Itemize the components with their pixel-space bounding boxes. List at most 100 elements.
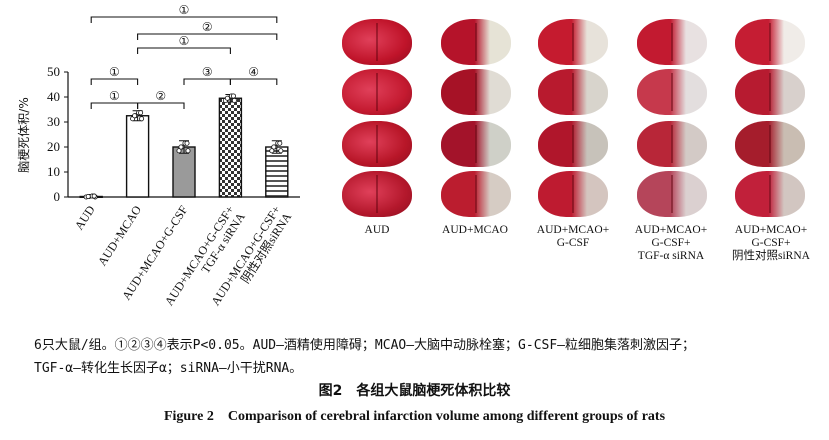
brain-section-image [342, 19, 412, 65]
y-axis-label: 脑梗死体积/% [16, 97, 31, 172]
brain-midline [376, 73, 378, 111]
x-tick-label-line: AUD [72, 203, 98, 233]
significance-bracket [90, 78, 139, 85]
brain-midline [671, 125, 673, 163]
significance-bracket [137, 33, 278, 40]
brain-midline [475, 175, 477, 213]
brain-midline [376, 175, 378, 213]
figure-notes-line-2: TGF-α—转化生长因子α；siRNA—小干扰RNA。 [34, 361, 303, 376]
brain-midline [572, 125, 574, 163]
photo-column-label-line: AUD+MCAO+ [734, 224, 808, 236]
significance-bracket [90, 102, 139, 109]
figure-caption-chinese: 图2 各组大鼠脑梗死体积比较 [318, 383, 511, 399]
brain-section-image [735, 19, 805, 65]
photo-column-label-line: AUD+MCAO+ [634, 224, 708, 236]
brain-midline [769, 23, 771, 61]
y-tick-label: 30 [47, 114, 60, 129]
photo-column-label-3: AUD+MCAO+ G-CSF [518, 224, 628, 250]
chart-axes: 0 10 20 30 40 50 [47, 64, 300, 204]
bar-4 [218, 97, 243, 198]
brain-midline [475, 125, 477, 163]
brain-section-image [637, 69, 707, 115]
photo-column-label-line: AUD+MCAO [442, 224, 508, 236]
brain-section-image [735, 121, 805, 167]
y-tick-label: 10 [47, 164, 60, 179]
brain-section-image [538, 19, 608, 65]
data-point [184, 140, 190, 146]
photo-column-label-5: AUD+MCAO+ G-CSF+ 阴性对照siRNA [716, 224, 826, 263]
significance-marker: ③ [202, 65, 213, 79]
figure-caption-english: Figure 2 Comparison of cerebral infarcti… [163, 409, 666, 424]
photo-column-label-line: G-CSF [556, 237, 590, 249]
brain-midline [475, 23, 477, 61]
brain-midline [475, 73, 477, 111]
bar-3 [172, 146, 196, 198]
photo-column-label-2: AUD+MCAO [420, 224, 530, 237]
x-tick-label-2: AUD+MCAO [95, 203, 144, 269]
significance-marker: ② [202, 20, 213, 34]
brain-section-image [441, 121, 511, 167]
brain-midline [769, 125, 771, 163]
data-point [230, 93, 236, 99]
data-point [138, 110, 144, 116]
significance-marker: ① [179, 3, 190, 17]
brain-midline [572, 23, 574, 61]
data-point [269, 148, 275, 154]
brain-section-image [441, 171, 511, 217]
brain-section-image [637, 121, 707, 167]
brain-section-image [637, 19, 707, 65]
significance-marker: ④ [248, 65, 259, 79]
data-point [278, 148, 284, 154]
x-tick-labels: AUDAUD+MCAOAUD+MCAO+G-CSFAUD+MCAO+G-CSF+… [72, 203, 295, 308]
brain-section-image [538, 69, 608, 115]
x-tick-label-1: AUD [72, 203, 98, 233]
brain-midline [671, 23, 673, 61]
figure-notes-line-1: 6只大鼠/组。①②③④表示P<0.05。AUD—酒精使用障碍；MCAO—大脑中动… [34, 338, 696, 353]
brain-section-image [735, 69, 805, 115]
photo-column-label-line: AUD [364, 224, 390, 236]
data-point [139, 116, 145, 122]
data-point [91, 193, 97, 199]
data-point [185, 148, 191, 154]
brain-section-image [342, 121, 412, 167]
data-point [132, 113, 138, 119]
brain-midline [769, 73, 771, 111]
brain-section-image [538, 171, 608, 217]
data-point [224, 95, 230, 101]
data-point [176, 148, 182, 154]
brain-midline [572, 175, 574, 213]
brain-section-image [342, 171, 412, 217]
significance-bracket [229, 78, 278, 85]
brain-midline [572, 73, 574, 111]
photo-column-label-line: G-CSF+ [651, 237, 691, 249]
chart-bars [79, 93, 289, 200]
photo-column-label-line: 阴性对照siRNA [732, 250, 810, 262]
photo-column-label-line: AUD+MCAO+ [536, 224, 610, 236]
significance-marker: ② [155, 89, 166, 103]
brain-section-image [538, 121, 608, 167]
significance-marker: ① [109, 65, 120, 79]
data-point [271, 144, 277, 150]
photo-column-label-line: TGF-α siRNA [637, 250, 705, 262]
data-point [231, 98, 237, 104]
data-point [178, 144, 184, 150]
significance-bracket [137, 102, 185, 109]
brain-section-image [342, 69, 412, 115]
significance-bracket [183, 78, 231, 85]
x-tick-label-line: AUD+MCAO [95, 203, 144, 269]
significance-marker: ① [109, 89, 120, 103]
data-point [277, 140, 283, 146]
significance-bracket [90, 16, 278, 23]
brain-midline [769, 175, 771, 213]
photo-column-label-4: AUD+MCAO+ G-CSF+ TGF-α siRNA [616, 224, 726, 263]
photo-column-label-1: AUD [322, 224, 432, 237]
brain-section-image [441, 19, 511, 65]
brain-section-image [637, 171, 707, 217]
significance-bracket [137, 47, 231, 54]
y-tick-label: 50 [47, 64, 60, 79]
y-tick-label: 40 [47, 89, 60, 104]
brain-midline [671, 73, 673, 111]
y-tick-label: 20 [47, 139, 60, 154]
